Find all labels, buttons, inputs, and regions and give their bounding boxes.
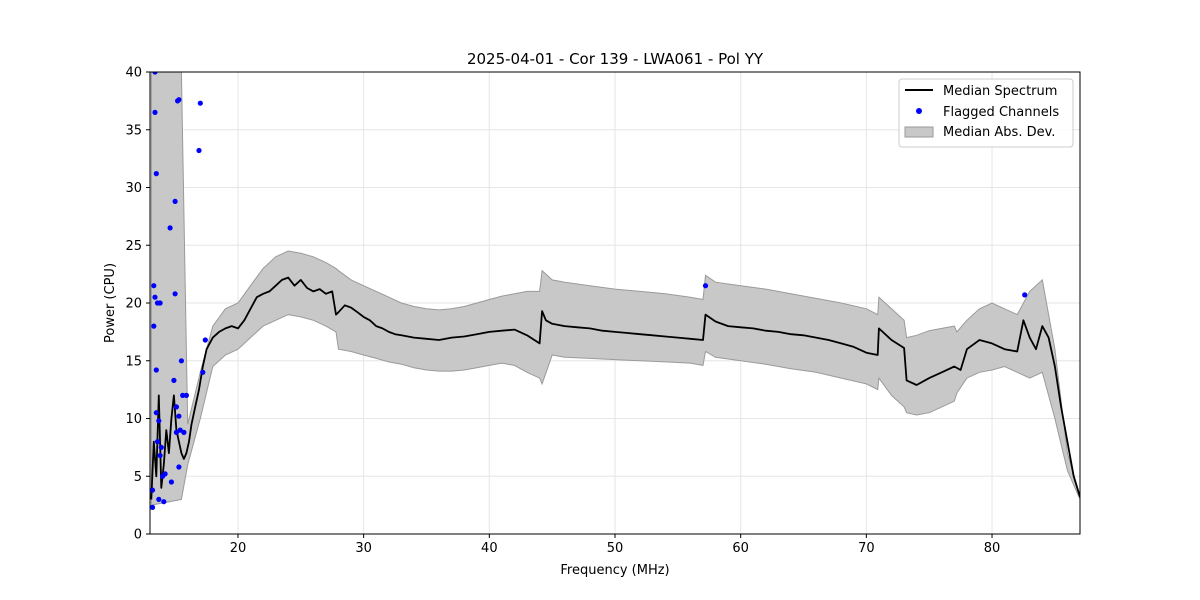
flagged-channel-point: [158, 444, 164, 450]
flagged-channel-point: [153, 367, 159, 373]
y-tick-label: 40: [125, 66, 142, 81]
flagged-channel-point: [172, 198, 178, 204]
flagged-channel-point: [162, 471, 168, 477]
y-tick-label: 0: [134, 528, 142, 543]
y-tick-label: 10: [125, 412, 142, 427]
x-tick-label: 60: [732, 541, 749, 556]
flagged-channel-point: [181, 429, 187, 435]
flagged-channel-point: [161, 499, 167, 505]
legend-flagged-swatch: [916, 108, 922, 114]
median-line-layer: [150, 276, 1080, 500]
x-tick-label: 30: [355, 541, 372, 556]
flagged-channel-point: [153, 171, 159, 177]
flagged-channel-point: [200, 369, 206, 375]
y-tick-label: 25: [125, 239, 142, 254]
flagged-channel-point: [176, 97, 182, 103]
flagged-channel-point: [178, 358, 184, 364]
x-tick-label: 70: [858, 541, 875, 556]
median-spectrum-line: [150, 276, 1080, 500]
flagged-channel-point: [154, 439, 161, 445]
y-tick-label: 20: [125, 297, 142, 312]
x-tick-label: 50: [607, 541, 624, 556]
y-axis-ticks: 0 5 10 15 20 25 30 35 40: [125, 66, 150, 543]
flagged-channel-point: [156, 418, 162, 424]
y-tick-label: 5: [134, 470, 142, 485]
flagged-channel-point: [157, 452, 163, 459]
y-tick-label: 35: [125, 123, 142, 138]
flagged-channel-point: [153, 410, 159, 416]
flagged-channel-point: [180, 392, 186, 398]
flagged-channel-point: [176, 413, 182, 419]
flagged-channel-point: [151, 323, 157, 329]
flagged-channel-point: [152, 109, 158, 115]
flagged-channel-point: [150, 504, 156, 510]
flagged-channel-point: [173, 404, 179, 410]
flagged-channel-point: [156, 496, 162, 502]
y-tick-label: 30: [125, 181, 142, 196]
legend: Median Spectrum Flagged Channels Median …: [898, 78, 1074, 148]
x-tick-label: 40: [481, 541, 498, 556]
flagged-channel-point: [197, 100, 203, 106]
flagged-channel-point: [702, 283, 709, 289]
chart-title: 2025-04-01 - Cor 139 - LWA061 - Pol YY: [467, 50, 764, 68]
legend-mad-label: Median Abs. Dev.: [943, 125, 1055, 140]
legend-frame: [898, 78, 1074, 148]
mad-band-layer: [150, 72, 1080, 506]
flagged-channel-point: [157, 300, 163, 306]
flagged-channel-point: [151, 283, 157, 289]
flagged-channel-point: [176, 464, 182, 470]
flagged-channel-point: [167, 225, 173, 231]
legend-median-label: Median Spectrum: [943, 84, 1057, 99]
x-axis-ticks: 20 30 40 50 60 70 80: [230, 534, 1001, 556]
flagged-channel-point: [152, 294, 158, 300]
flagged-channel-point: [171, 377, 177, 383]
flagged-channel-point: [1022, 292, 1028, 298]
x-tick-label: 80: [984, 541, 1001, 556]
flagged-channel-point: [173, 429, 179, 435]
y-tick-label: 15: [125, 354, 142, 369]
flagged-channel-point: [168, 479, 174, 485]
flagged-channel-point: [183, 392, 189, 398]
legend-flagged-label: Flagged Channels: [943, 105, 1059, 120]
flagged-channel-point: [202, 337, 208, 343]
flagged-channel-point: [150, 487, 156, 493]
x-tick-label: 20: [230, 541, 247, 556]
x-axis-label: Frequency (MHz): [560, 563, 669, 578]
flagged-channel-point: [196, 147, 202, 154]
flagged-channel-point: [172, 291, 178, 297]
mad-band: [150, 72, 1080, 506]
y-axis-label: Power (CPU): [103, 263, 118, 343]
flagged-points-layer: [150, 72, 1028, 510]
flagged-channel-point: [152, 72, 158, 75]
legend-mad-swatch: [904, 126, 934, 138]
